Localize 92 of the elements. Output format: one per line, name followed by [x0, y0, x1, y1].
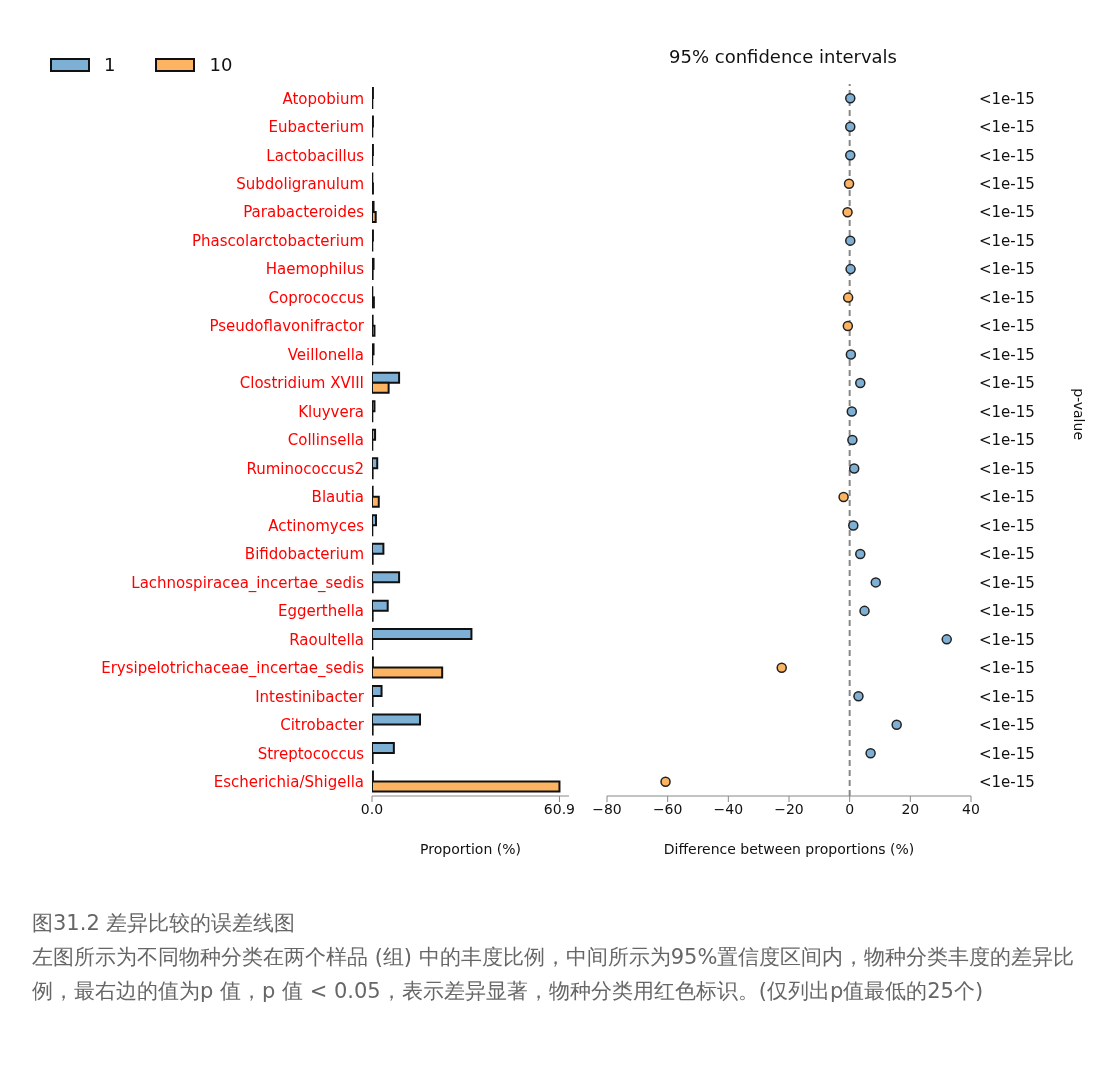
y2-tick-label: <1e-15 [979, 602, 1035, 621]
point [848, 463, 860, 474]
y-tick-label: Eubacterium [268, 118, 364, 137]
y-tick-label: Raoultella [289, 630, 364, 649]
point [846, 406, 858, 417]
chart-title: 95% confidence intervals [668, 46, 898, 67]
point [845, 92, 856, 104]
y2-tick-label: <1e-15 [979, 288, 1035, 307]
point [855, 377, 866, 389]
point [845, 349, 857, 360]
y2-tick-label: <1e-15 [979, 630, 1035, 649]
legend-label: 10 [209, 54, 233, 75]
point [842, 206, 853, 218]
point [941, 634, 952, 645]
y-tick-label: Citrobacter [280, 716, 365, 735]
x-tick-label: −80 [592, 800, 622, 817]
y-tick-label: Ruminococcus2 [246, 459, 364, 478]
x-tick-label: 0 [845, 800, 855, 817]
y2-tick-label: <1e-15 [979, 175, 1035, 193]
point [842, 320, 854, 332]
y-tick-label: Haemophilus [265, 260, 365, 279]
y2-tick-label: <1e-15 [979, 260, 1035, 279]
y2-tick-label: <1e-15 [979, 374, 1035, 393]
y2-tick-label: <1e-15 [979, 146, 1035, 165]
point [845, 149, 856, 161]
y2-tick-label: <1e-15 [979, 231, 1035, 250]
y2-tick-label: <1e-15 [979, 317, 1035, 336]
x-tick-label: 0.0 [360, 800, 384, 817]
x-tick-label: −20 [774, 800, 804, 817]
y-tick-label: Collinsella [287, 431, 364, 450]
y-tick-label: Eggerthella [277, 602, 364, 621]
y-tick-label: Blautia [311, 488, 364, 507]
y2-tick-label: <1e-15 [979, 459, 1035, 478]
y-tick-label: Pseudoflavonifractor [209, 317, 365, 336]
y2-tick-label: <1e-15 [979, 402, 1035, 421]
y2-tick-label: <1e-15 [979, 573, 1035, 592]
y-tick-label: Streptococcus [257, 744, 365, 763]
x-axis-title: Proportion (%) [420, 841, 521, 857]
point [865, 748, 876, 759]
point [845, 121, 856, 132]
x-tick-label: 20 [901, 800, 920, 817]
y2-tick-label: <1e-15 [979, 516, 1035, 535]
y2-tick-label: <1e-15 [979, 545, 1035, 564]
point [776, 662, 787, 674]
y2-tick-label: <1e-15 [979, 687, 1035, 706]
y2-tick-label: <1e-15 [979, 203, 1035, 222]
y-tick-label: Bifidobacterium [244, 545, 364, 564]
y2-tick-label: <1e-15 [979, 89, 1035, 108]
y-tick-label: Erysipelotrichaceae_incertae_sedis [101, 659, 365, 679]
x-tick-label: −60 [652, 800, 683, 817]
y-tick-label: Veillonella [287, 345, 364, 364]
legend-label: 1 [104, 54, 116, 75]
point [845, 235, 856, 246]
point [859, 605, 870, 617]
y-tick-label: Parabacteroides [243, 203, 365, 222]
point [842, 292, 854, 303]
y2-tick-label: <1e-15 [979, 345, 1035, 364]
x-tick-label: 40 [962, 800, 980, 817]
y2-tick-label: <1e-15 [979, 118, 1035, 137]
y2-tick-label: <1e-15 [979, 773, 1035, 792]
y-tick-label: Escherichia/Shigella [213, 773, 364, 792]
y-tick-label: Clostridium XVIII [239, 374, 364, 393]
x-axis-title: Difference between proportions (%) [663, 841, 915, 857]
y2-tick-label: <1e-15 [979, 431, 1035, 450]
point [853, 691, 864, 702]
y2-tick-label: <1e-15 [979, 488, 1035, 507]
point [838, 491, 849, 503]
y-tick-label: Atopobium [282, 89, 364, 108]
y-tick-label: Intestinibacter [255, 687, 365, 706]
y-tick-label: Coprococcus [268, 288, 365, 307]
point [848, 520, 859, 531]
y-tick-label: Phascolarctobacterium [191, 231, 364, 250]
point [891, 719, 902, 731]
point [843, 178, 855, 189]
point [847, 434, 858, 446]
y2-tick-label: <1e-15 [979, 659, 1035, 678]
point [845, 263, 856, 275]
y-tick-label: Lachnospiracea_incertae_sedis [131, 573, 365, 593]
y-tick-label: Lactobacillus [266, 146, 365, 165]
y2-tick-label: <1e-15 [979, 744, 1035, 763]
y-tick-label: Kluyvera [298, 402, 364, 421]
point [660, 776, 671, 788]
text: 左图所示为不同物种分类在两个样品 (组) 中的丰度比例，中间所示为95%置信度区间内，物种分类丰度的差异比例，最右边的值为p 值，p 值 < 0.05，表示差异显著，物种分类用红色标识。(仅列出p值最低的25个) [32, 944, 1076, 1005]
y2-axis-title: p-value [1071, 388, 1088, 440]
point [870, 577, 882, 588]
x-tick-label: 60.9 [543, 800, 576, 817]
point [855, 548, 866, 560]
caption: 图31.2 差异比较的误差线图 [32, 910, 297, 937]
y-tick-label: Actinomyces [268, 516, 365, 535]
x-tick-label: −40 [713, 800, 744, 817]
y2-tick-label: <1e-15 [979, 716, 1035, 735]
y-tick-label: Subdoligranulum [236, 175, 364, 193]
